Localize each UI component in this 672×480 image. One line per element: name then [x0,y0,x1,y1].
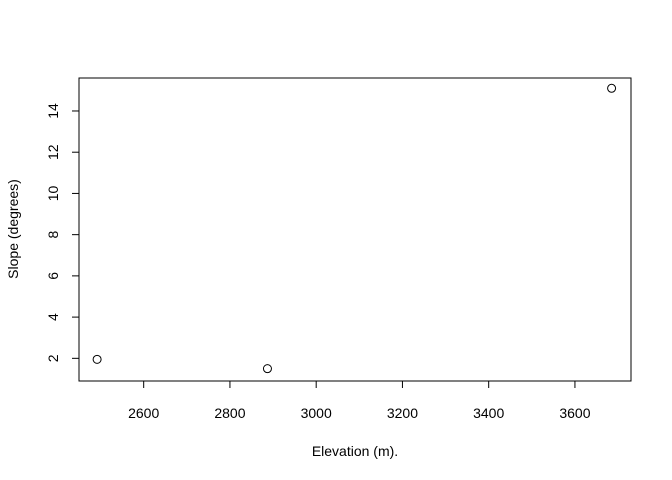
y-axis: 2 4 6 8 10 12 14 [45,103,80,362]
x-tick-label: 3200 [387,405,418,421]
plot-frame [78,77,632,382]
x-tick-label: 2800 [214,405,245,421]
data-point [607,83,617,93]
data-points [92,83,617,374]
data-point [262,364,272,374]
y-tick-label: 8 [45,231,61,239]
y-tick-label: 2 [45,354,61,362]
y-tick-label: 10 [45,185,61,201]
x-axis: 2600 2800 3000 3200 3400 3600 [128,380,591,421]
x-axis-label: Elevation (m). [312,443,398,459]
x-tick-label: 3600 [559,405,590,421]
y-tick-label: 6 [45,272,61,280]
y-tick-label: 14 [45,103,61,119]
x-tick-label: 3000 [301,405,332,421]
x-tick-label: 3400 [473,405,504,421]
y-tick-label: 12 [45,144,61,160]
data-point [92,354,102,364]
x-tick-label: 2600 [128,405,159,421]
y-axis-label: Slope (degrees) [5,179,21,279]
y-tick-label: 4 [45,313,61,321]
